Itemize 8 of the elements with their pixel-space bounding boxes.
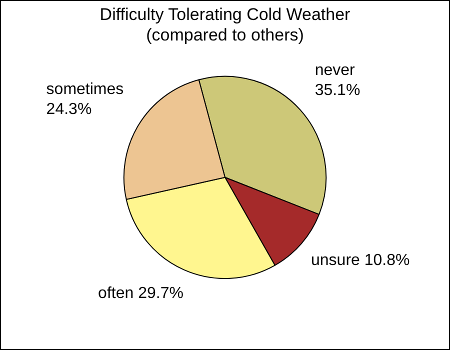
data-label: 35.1% <box>314 82 360 100</box>
slice-label: sometimes <box>46 80 124 98</box>
slice-label: often 29.7% <box>98 284 184 302</box>
slice-label: unsure 10.8% <box>311 252 410 270</box>
chart-title: Difficulty Tolerating Cold Weather <box>100 4 351 24</box>
slice-label: never <box>314 62 356 80</box>
chart-subtitle: (compared to others) <box>146 25 304 44</box>
data-label: 24.3% <box>46 100 92 118</box>
